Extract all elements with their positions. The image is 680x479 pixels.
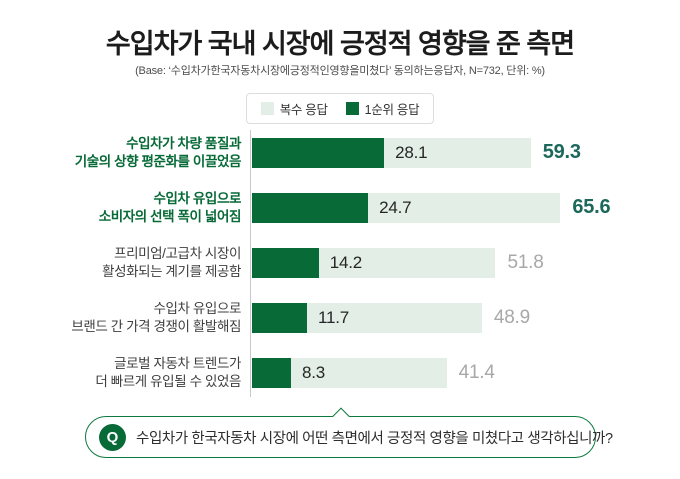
chart-row: 수입차 유입으로 소비자의 선택 폭이 넓어짐 24.7 65.6 — [0, 180, 680, 235]
bar-chart: 수입차가 차량 품질과 기술의 상향 평준화를 이끌었음 28.1 59.3 수… — [0, 125, 680, 405]
bubble-caret-icon — [332, 407, 350, 425]
multiple-response-value: 41.4 — [458, 361, 495, 383]
first-choice-value: 11.7 — [317, 307, 350, 327]
category-label: 수입차 유입으로 소비자의 선택 폭이 넓어짐 — [0, 190, 251, 226]
category-label-line: 수입차 유입으로 — [153, 300, 242, 316]
question-bubble: Q 수입차가 한국자동차 시장에 어떤 측면에서 긍정적 영향을 미쳤다고 생각… — [85, 407, 613, 458]
bar-first-choice — [252, 357, 291, 388]
category-label-line: 프리미엄/고급차 시장이 — [114, 245, 241, 261]
legend-label: 1순위 응답 — [364, 103, 420, 117]
bar-first-choice — [252, 247, 319, 278]
bar-first-choice — [252, 302, 307, 333]
category-label-line: 기술의 상향 평준화를 이끌었음 — [74, 153, 242, 169]
bar-multiple-response: 28.1 — [252, 137, 531, 168]
category-label-line: 더 빠르게 유입될 수 있었음 — [95, 373, 241, 389]
bar-zone: 8.3 41.4 — [252, 357, 495, 388]
chart-row: 글로벌 자동차 트렌드가 더 빠르게 유입될 수 있었음 8.3 41.4 — [0, 345, 680, 400]
bar-first-choice — [252, 192, 369, 223]
bar-multiple-response: 14.2 — [252, 247, 496, 278]
category-label-line: 브랜드 간 가격 경쟁이 활발해짐 — [71, 318, 241, 334]
category-label: 프리미엄/고급차 시장이 활성화되는 계기를 제공함 — [0, 245, 251, 281]
legend-item-first: 1순위 응답 — [345, 99, 420, 118]
bar-zone: 24.7 65.6 — [252, 192, 611, 223]
legend: 복수 응답 1순위 응답 — [245, 93, 435, 124]
first-choice-value: 8.3 — [302, 362, 326, 382]
category-label: 수입차 유입으로 브랜드 간 가격 경쟁이 활발해짐 — [0, 300, 251, 336]
legend-item-multiple: 복수 응답 — [260, 99, 328, 118]
chart-row: 수입차 유입으로 브랜드 간 가격 경쟁이 활발해짐 11.7 48.9 — [0, 290, 680, 345]
bar-zone: 11.7 48.9 — [252, 302, 531, 333]
multiple-response-swatch-icon — [260, 102, 274, 115]
category-label-line: 수입차가 차량 품질과 — [126, 135, 241, 151]
chart-row: 수입차가 차량 품질과 기술의 상향 평준화를 이끌었음 28.1 59.3 — [0, 125, 680, 180]
page-title: 수입차가 국내 시장에 긍정적 영향을 준 측면 — [105, 29, 575, 59]
question-text: 수입차가 한국자동차 시장에 어떤 측면에서 긍정적 영향을 미쳤다고 생각하십… — [136, 430, 613, 447]
axis-line — [250, 130, 251, 397]
category-label-line: 수입차 유입으로 — [153, 190, 242, 206]
multiple-response-value: 65.6 — [572, 196, 611, 218]
first-choice-swatch-icon — [345, 102, 359, 115]
bar-first-choice — [252, 137, 385, 168]
first-choice-value: 14.2 — [329, 252, 363, 272]
first-choice-value: 24.7 — [379, 197, 412, 217]
category-label: 수입차가 차량 품질과 기술의 상향 평준화를 이끌었음 — [0, 135, 251, 171]
bar-zone: 14.2 51.8 — [252, 247, 544, 278]
base-note: (Base: ‘수입차가한국자동차시장에긍정적인영향을미쳤다’ 동의하는응답자,… — [135, 65, 545, 77]
multiple-response-value: 51.8 — [507, 251, 544, 273]
bar-zone: 28.1 59.3 — [252, 137, 581, 168]
legend-label: 복수 응답 — [279, 103, 328, 117]
legend-wrap: 복수 응답 1순위 응답 — [0, 93, 680, 124]
bar-multiple-response: 8.3 — [252, 357, 447, 388]
bar-multiple-response: 24.7 — [252, 192, 561, 223]
bar-multiple-response: 11.7 — [252, 302, 482, 333]
multiple-response-value: 48.9 — [493, 306, 531, 328]
first-choice-value: 28.1 — [395, 142, 428, 162]
category-label-line: 글로벌 자동차 트렌드가 — [114, 355, 241, 371]
category-label-line: 소비자의 선택 폭이 넓어짐 — [98, 208, 242, 224]
category-label-line: 활성화되는 계기를 제공함 — [102, 263, 241, 279]
multiple-response-value: 59.3 — [542, 141, 581, 163]
category-label: 글로벌 자동차 트렌드가 더 빠르게 유입될 수 있었음 — [0, 355, 251, 391]
chart-row: 프리미엄/고급차 시장이 활성화되는 계기를 제공함 14.2 51.8 — [0, 235, 680, 290]
question-icon: Q — [99, 423, 126, 451]
